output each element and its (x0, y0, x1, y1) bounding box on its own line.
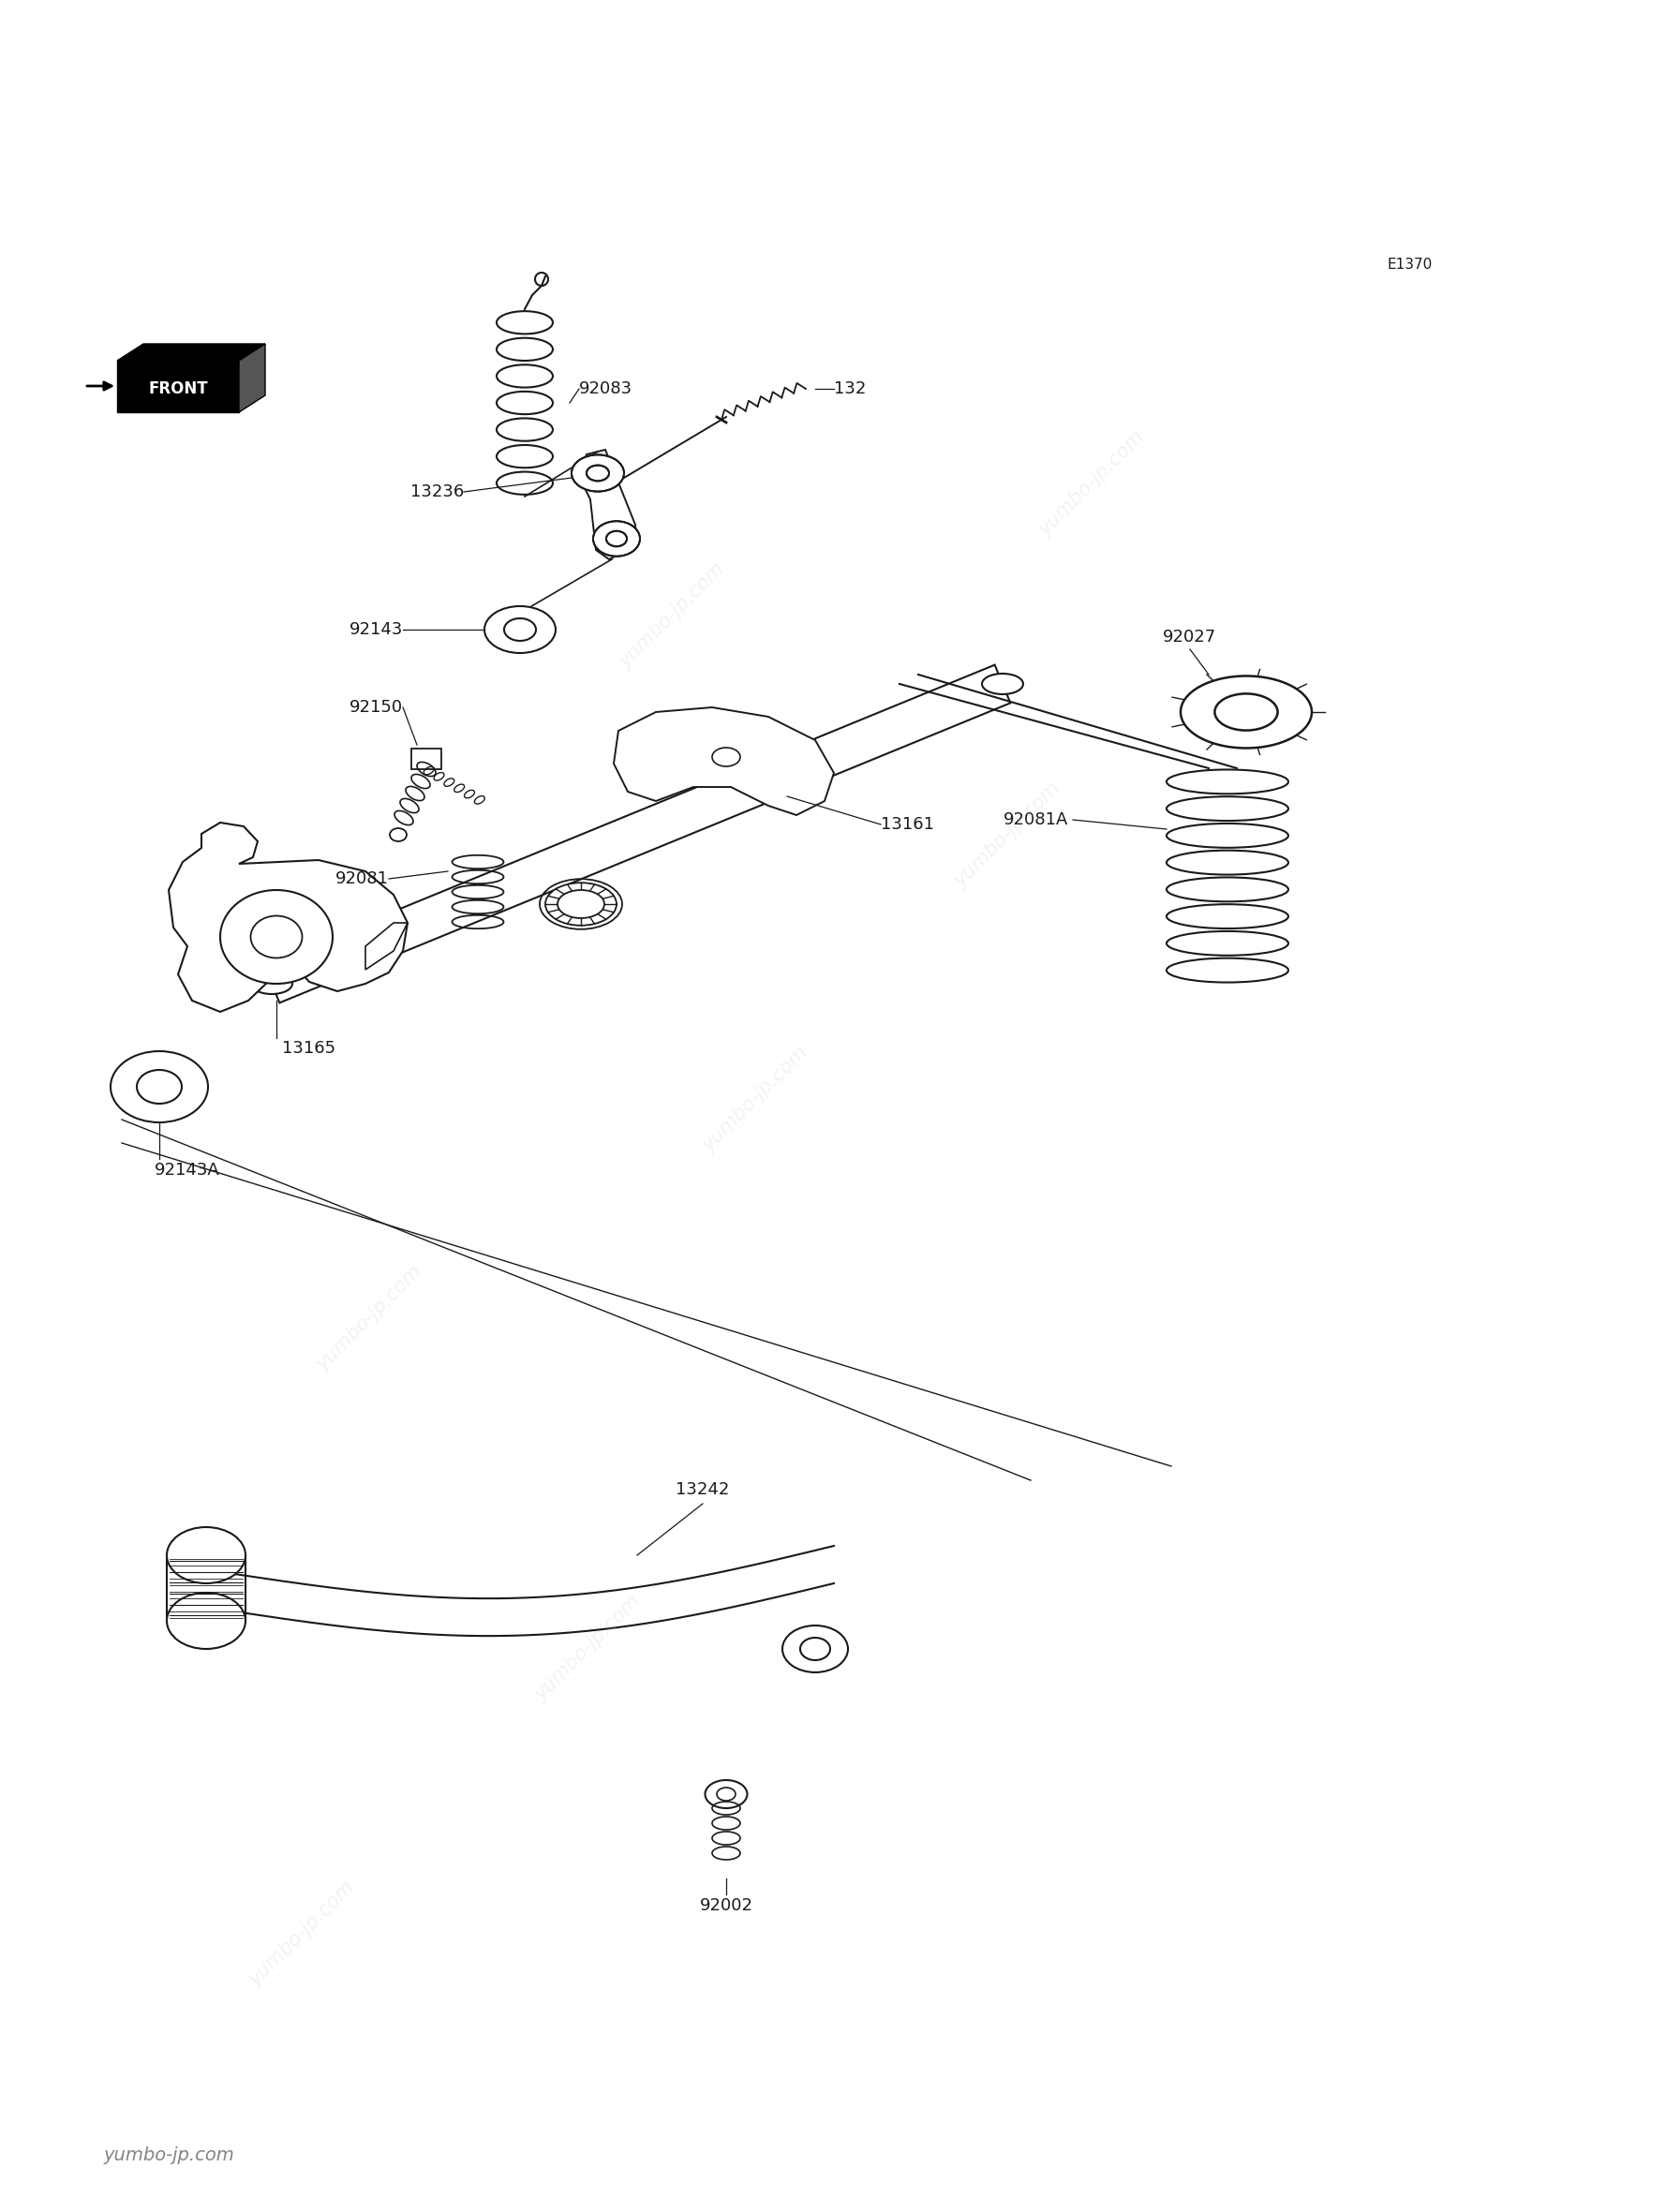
Polygon shape (118, 345, 265, 360)
Ellipse shape (220, 890, 333, 984)
Text: 92081: 92081 (336, 870, 388, 888)
Ellipse shape (250, 973, 292, 993)
Text: E1370: E1370 (1386, 257, 1431, 272)
Text: yumbo-jp.com: yumbo-jp.com (102, 2146, 234, 2164)
Text: yumbo-jp.com: yumbo-jp.com (1037, 426, 1147, 540)
Ellipse shape (593, 521, 640, 556)
Ellipse shape (593, 521, 640, 556)
Text: yumbo-jp.com: yumbo-jp.com (533, 1591, 643, 1705)
Polygon shape (118, 360, 239, 413)
Ellipse shape (783, 1626, 848, 1672)
Text: 92150: 92150 (349, 699, 403, 716)
Text: yumbo-jp.com: yumbo-jp.com (701, 1041, 811, 1156)
Polygon shape (239, 345, 265, 413)
Ellipse shape (571, 455, 623, 492)
Polygon shape (168, 822, 408, 1013)
Text: 132: 132 (833, 380, 867, 398)
Polygon shape (366, 923, 408, 969)
Ellipse shape (571, 455, 623, 492)
Text: 92143: 92143 (349, 622, 403, 637)
Text: 13165: 13165 (282, 1039, 336, 1057)
Ellipse shape (166, 1527, 245, 1584)
Ellipse shape (706, 1780, 748, 1808)
Text: FRONT: FRONT (148, 380, 208, 398)
Ellipse shape (1181, 677, 1312, 749)
Ellipse shape (390, 828, 407, 841)
Text: 13242: 13242 (675, 1481, 729, 1498)
FancyBboxPatch shape (412, 749, 442, 769)
Polygon shape (613, 707, 833, 815)
Ellipse shape (484, 606, 556, 653)
Text: 92143A: 92143A (155, 1162, 220, 1178)
Ellipse shape (546, 883, 617, 925)
Text: 92083: 92083 (580, 380, 633, 398)
Ellipse shape (250, 916, 302, 958)
Ellipse shape (717, 1788, 736, 1802)
Text: 92081A: 92081A (1003, 811, 1068, 828)
Text: 13161: 13161 (880, 815, 934, 833)
Text: 92027: 92027 (1163, 628, 1216, 646)
Text: yumbo-jp.com: yumbo-jp.com (953, 778, 1063, 892)
Ellipse shape (558, 890, 605, 918)
Text: yumbo-jp.com: yumbo-jp.com (617, 558, 727, 672)
Text: 13236: 13236 (410, 483, 464, 501)
Text: 92002: 92002 (699, 1898, 753, 1914)
Polygon shape (264, 666, 1010, 1002)
Ellipse shape (981, 674, 1023, 694)
Ellipse shape (166, 1593, 245, 1650)
Ellipse shape (111, 1050, 208, 1123)
Text: yumbo-jp.com: yumbo-jp.com (314, 1261, 425, 1375)
Text: yumbo-jp.com: yumbo-jp.com (247, 1876, 358, 1990)
Ellipse shape (712, 747, 741, 767)
Polygon shape (581, 450, 637, 560)
